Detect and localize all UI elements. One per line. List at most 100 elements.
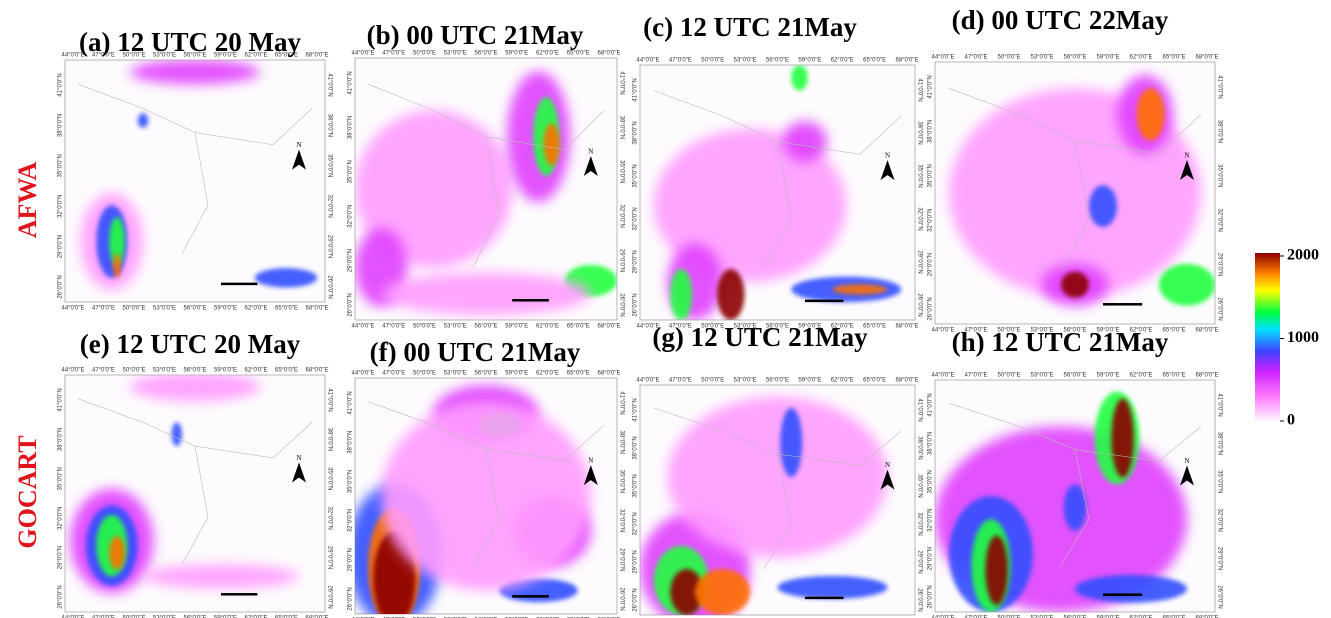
lat-tick-label: 38°0'0"N [348, 116, 354, 139]
lon-tick-label: 50°0'0"E [701, 58, 724, 64]
lat-tick-label: 32°0'0"N [618, 509, 624, 532]
lat-tick-label: 32°0'0"N [348, 205, 354, 228]
lon-tick-label: 68°0'0"E [305, 368, 328, 374]
lon-tick-label: 53°0'0"E [1030, 373, 1053, 379]
lat-tick-label: 29°0'0"N [618, 249, 624, 272]
lon-tick-label: 50°0'0"E [122, 306, 145, 312]
lat-tick-label: 38°0'0"N [58, 114, 64, 137]
lat-tick-label: 35°0'0"N [58, 467, 64, 490]
lat-tick-label: 32°0'0"N [348, 509, 354, 532]
lat-tick-label: 35°0'0"N [916, 474, 922, 497]
lon-tick-label: 68°0'0"E [597, 371, 620, 377]
lat-tick-label: 32°0'0"N [1216, 209, 1222, 232]
dust-area [1137, 88, 1165, 140]
lon-tick-label: 65°0'0"E [567, 371, 590, 377]
north-label: N [885, 152, 890, 160]
lon-tick-label: 56°0'0"E [474, 371, 497, 377]
lat-tick-label: 32°0'0"N [58, 195, 64, 218]
lat-tick-label: 32°0'0"N [928, 209, 934, 232]
colorbar-tick-label: 0 [1287, 412, 1295, 429]
lon-tick-label: 62°0'0"E [1129, 373, 1152, 379]
lat-tick-label: 41°0'0"N [928, 393, 934, 416]
dust-area [1111, 399, 1133, 478]
lon-tick-label: 56°0'0"E [183, 368, 206, 374]
lon-tick-label: 47°0'0"E [669, 378, 692, 384]
dust-area [717, 269, 745, 320]
lon-tick-label: 53°0'0"E [153, 306, 176, 312]
map-panel: N44°0'0"E44°0'0"E47°0'0"E47°0'0"E50°0'0"… [58, 368, 333, 618]
dust-area [1064, 484, 1086, 530]
lon-tick-label: 68°0'0"E [1195, 328, 1218, 334]
dust-area [833, 284, 888, 294]
lat-tick-label: 35°0'0"N [618, 160, 624, 183]
scale-bar [512, 595, 549, 598]
lon-tick-label: 59°0'0"E [798, 58, 821, 64]
lat-tick-label: 41°0'0"N [618, 391, 624, 414]
lat-tick-label: 38°0'0"N [916, 436, 922, 459]
lon-tick-label: 44°0'0"E [351, 371, 374, 377]
dust-area [138, 113, 148, 128]
dust-area [985, 535, 1007, 605]
figure: AFWA GOCART N44°0'0"E44°0'0"E47°0'0"E47°… [0, 0, 1331, 618]
lat-tick-label: 26°0'0"N [916, 293, 922, 316]
lat-tick-label: 41°0'0"N [916, 398, 922, 421]
lon-tick-label: 62°0'0"E [244, 306, 267, 312]
scale-bar [512, 299, 549, 302]
lat-tick-label: 29°0'0"N [1216, 547, 1222, 570]
lat-tick-label: 41°0'0"N [348, 71, 354, 94]
lon-tick-label: 47°0'0"E [382, 324, 405, 330]
lat-tick-label: 38°0'0"N [58, 428, 64, 451]
lat-tick-label: 35°0'0"N [326, 467, 332, 490]
panel-title: (b) 00 UTC 21May [367, 20, 584, 50]
lat-tick-label: 29°0'0"N [633, 550, 639, 573]
lon-tick-label: 59°0'0"E [505, 324, 528, 330]
lat-tick-label: 26°0'0"N [618, 293, 624, 316]
lat-tick-label: 32°0'0"N [633, 207, 639, 230]
lat-tick-label: 26°0'0"N [633, 588, 639, 611]
lon-tick-label: 44°0'0"E [61, 306, 84, 312]
lon-tick-label: 59°0'0"E [214, 306, 237, 312]
lon-tick-label: 68°0'0"E [895, 58, 918, 64]
colorbar [1255, 253, 1280, 423]
lon-tick-label: 44°0'0"E [931, 373, 954, 379]
north-label: N [885, 461, 890, 469]
dust-area [381, 273, 591, 315]
lon-tick-label: 59°0'0"E [505, 51, 528, 57]
dust-area [780, 408, 802, 477]
lon-tick-label: 59°0'0"E [1096, 55, 1119, 61]
lat-tick-label: 26°0'0"N [326, 275, 332, 298]
map-panel: N44°0'0"E44°0'0"E47°0'0"E47°0'0"E50°0'0"… [633, 378, 923, 618]
north-label: N [1184, 152, 1189, 160]
lat-tick-label: 38°0'0"N [326, 114, 332, 137]
lat-tick-label: 32°0'0"N [326, 507, 332, 530]
lat-tick-label: 41°0'0"N [326, 73, 332, 96]
lat-tick-label: 41°0'0"N [326, 388, 332, 411]
lat-tick-label: 29°0'0"N [58, 546, 64, 569]
lon-tick-label: 65°0'0"E [567, 51, 590, 57]
lon-tick-label: 62°0'0"E [1129, 55, 1152, 61]
lat-tick-label: 29°0'0"N [916, 250, 922, 273]
dust-area [113, 254, 121, 278]
lon-tick-label: 44°0'0"E [61, 368, 84, 374]
lat-tick-label: 29°0'0"N [326, 235, 332, 258]
map-panel: N44°0'0"E44°0'0"E47°0'0"E47°0'0"E50°0'0"… [928, 373, 1223, 618]
lon-tick-label: 53°0'0"E [1030, 55, 1053, 61]
lat-tick-label: 26°0'0"N [928, 297, 934, 320]
lon-tick-label: 56°0'0"E [1063, 373, 1086, 379]
lon-tick-label: 56°0'0"E [474, 51, 497, 57]
dust-area [778, 576, 888, 599]
lon-tick-label: 56°0'0"E [1063, 55, 1086, 61]
scale-bar [805, 597, 844, 600]
lat-tick-label: 32°0'0"N [928, 509, 934, 532]
scale-bar [221, 593, 257, 596]
row-label: AFWA [13, 162, 42, 239]
lon-tick-label: 65°0'0"E [863, 378, 886, 384]
lon-tick-label: 50°0'0"E [701, 378, 724, 384]
lon-tick-label: 59°0'0"E [505, 371, 528, 377]
figure-canvas: AFWA GOCART N44°0'0"E44°0'0"E47°0'0"E47°… [0, 0, 1331, 618]
panel-title: (f) 00 UTC 21May [370, 337, 581, 367]
lat-tick-label: 38°0'0"N [928, 120, 934, 143]
lat-tick-label: 29°0'0"N [326, 546, 332, 569]
lon-tick-label: 59°0'0"E [798, 378, 821, 384]
lon-tick-label: 62°0'0"E [831, 58, 854, 64]
